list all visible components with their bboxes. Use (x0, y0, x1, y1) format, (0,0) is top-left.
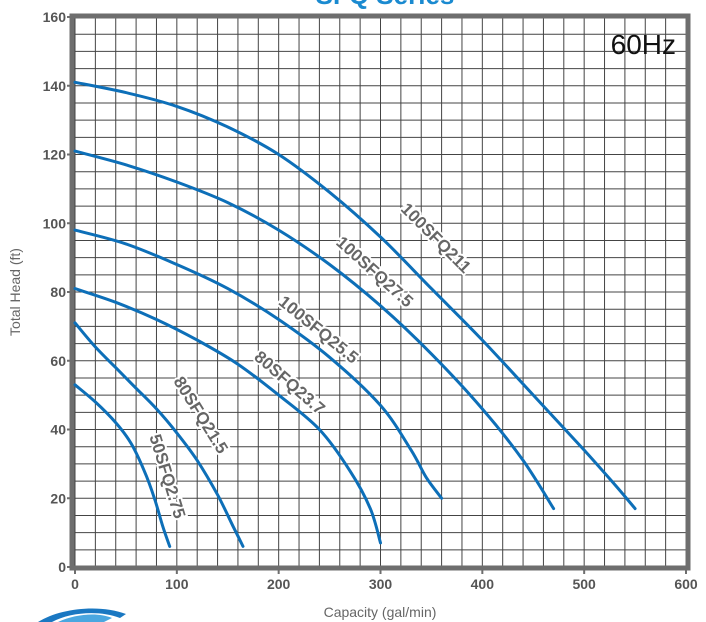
x-tick-label: 500 (572, 576, 596, 592)
curve-100sfq211 (73, 80, 637, 511)
y-tick-label: 40 (50, 422, 66, 438)
curve-100sfq25-5 (73, 228, 444, 500)
x-tick-label: 400 (471, 576, 495, 592)
y-axis-ticks: 0 20 40 60 80 100 120 140 160 (43, 9, 73, 575)
y-axis-title: Total Head (ft) (7, 248, 23, 336)
pump-curves (73, 80, 637, 548)
curve-80sfq23-7 (73, 287, 382, 545)
y-tick-label: 80 (50, 284, 66, 300)
y-tick-label: 140 (43, 78, 67, 94)
y-tick-label: 120 (43, 147, 67, 163)
logo-swoosh-outer (38, 608, 126, 622)
curve-80sfq21-5 (73, 321, 245, 548)
x-tick-label: 300 (369, 576, 393, 592)
logo-swoosh-inner (58, 614, 112, 622)
curve-label-80sfq21-5: 80SFQ21.5 (170, 373, 232, 457)
chart-grid (74, 16, 687, 568)
x-tick-label: 200 (267, 576, 291, 592)
x-tick-label: 600 (674, 576, 698, 592)
curve-label-100sfq25-5: 100SFQ25.5 (275, 292, 362, 367)
y-tick-label: 60 (50, 353, 66, 369)
chart-title: SFQ Series (316, 0, 455, 10)
x-axis-title: Capacity (gal/min) (324, 604, 437, 620)
y-tick-label: 100 (43, 215, 67, 231)
y-tick-label: 0 (58, 559, 66, 575)
y-tick-label: 20 (50, 490, 66, 506)
frequency-label: 60Hz (611, 29, 676, 60)
curve-100sfq27-5 (73, 149, 556, 511)
x-tick-label: 100 (165, 576, 189, 592)
brand-logo (38, 608, 126, 622)
curve-label-50sfq2-75: 50SFQ2.75 (145, 432, 189, 521)
x-tick-label: 0 (71, 576, 79, 592)
x-axis-ticks: 0 100 200 300 400 500 600 (71, 568, 698, 592)
curve-50sfq2-75 (73, 383, 172, 548)
y-tick-label: 160 (43, 9, 67, 25)
